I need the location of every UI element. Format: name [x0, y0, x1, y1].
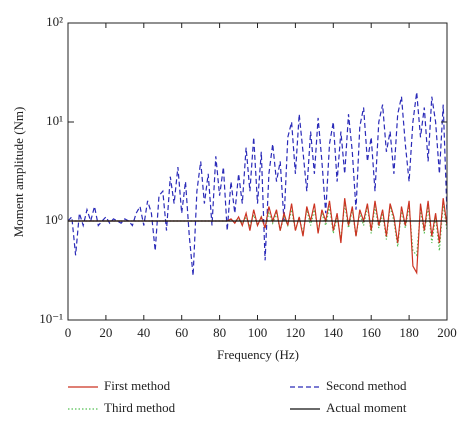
x-tick-label: 160: [361, 325, 381, 340]
y-axis-label: Moment amplitude (Nm): [11, 107, 26, 238]
data-line: [68, 92, 447, 276]
x-tick-label: 140: [324, 325, 344, 340]
legend-label: First method: [104, 378, 171, 393]
legend-label: Third method: [104, 400, 176, 415]
x-tick-label: 0: [65, 325, 72, 340]
data-line: [68, 203, 447, 257]
x-tick-label: 20: [99, 325, 112, 340]
data-line: [68, 198, 447, 275]
y-tick-label: 10⁰: [45, 212, 63, 227]
y-tick-label: 10⁻¹: [39, 311, 63, 326]
x-tick-label: 180: [399, 325, 419, 340]
x-tick-label: 80: [213, 325, 226, 340]
x-tick-label: 100: [248, 325, 268, 340]
x-axis-label: Frequency (Hz): [217, 347, 299, 362]
x-tick-label: 40: [137, 325, 150, 340]
legend-label: Second method: [326, 378, 407, 393]
y-tick-label: 10²: [46, 14, 63, 29]
legend-label: Actual moment: [326, 400, 407, 415]
y-tick-label: 10¹: [46, 113, 63, 128]
x-tick-label: 60: [175, 325, 188, 340]
x-tick-label: 120: [286, 325, 306, 340]
x-tick-label: 200: [437, 325, 457, 340]
plot-frame: [67, 22, 448, 321]
